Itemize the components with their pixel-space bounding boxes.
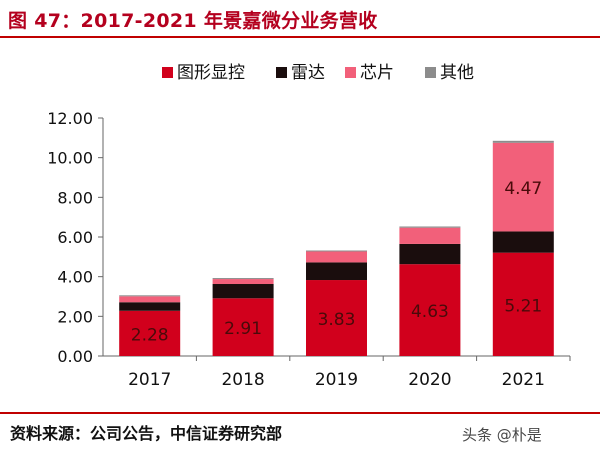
bar-segment: [492, 140, 554, 143]
x-axis-labels: 2017 2018 2019 2020 2021: [128, 356, 571, 390]
bar-segment: [119, 302, 181, 311]
legend-label: 图形显控: [177, 63, 245, 83]
legend-swatch: [276, 67, 287, 78]
bar-segment: [212, 279, 274, 285]
data-label: 5.21: [504, 296, 542, 316]
data-label: 4.63: [411, 302, 449, 322]
source-note: 资料来源：公司公告，中信证券研究部: [10, 424, 283, 443]
y-tick-label: 4.00: [57, 268, 93, 287]
bar-segment: [306, 251, 367, 263]
bar-segment: [399, 226, 461, 228]
bar-segment: [119, 295, 181, 297]
data-label: 3.83: [318, 310, 356, 330]
x-tick-label: 2017: [128, 370, 171, 390]
data-label: 2.91: [224, 319, 262, 339]
bar-segment: [212, 284, 274, 299]
y-axis: 0.00 2.00 4.00 6.00 8.00 10.00 12.00: [47, 109, 570, 366]
bar-segment: [492, 231, 554, 253]
y-tick-label: 10.00: [47, 149, 93, 168]
legend-swatch: [345, 67, 356, 78]
bar-segment: [399, 243, 461, 265]
bars: 2.28 2.91 3.83 4.63 5.21 4.47: [119, 140, 554, 356]
y-tick-label: 6.00: [57, 228, 93, 247]
x-tick-label: 2021: [502, 370, 545, 390]
bar-segment: [492, 142, 554, 232]
legend-label: 雷达: [291, 63, 325, 83]
legend: 图形显控 雷达 芯片 其他: [162, 63, 474, 83]
bar-segment: [212, 298, 274, 356]
data-label: 4.47: [504, 179, 542, 199]
watermark: 头条 @朴是: [462, 426, 542, 444]
legend-swatch: [425, 67, 436, 78]
data-label: 2.28: [131, 325, 169, 345]
legend-label: 芯片: [360, 63, 394, 83]
bar-segment: [119, 296, 181, 303]
bar-segment: [399, 227, 461, 244]
title-divider: [0, 36, 600, 38]
bar-segment: [492, 252, 554, 356]
legend-label: 其他: [440, 63, 474, 83]
bar-segment: [119, 310, 181, 356]
x-tick-label: 2020: [408, 370, 451, 390]
y-tick-label: 2.00: [57, 307, 93, 326]
stacked-bar-chart: 图形显控 雷达 芯片 其他 0.00 2.00 4.00 6.00 8.00 10.00 12.0…: [47, 63, 571, 390]
bar-segment: [399, 264, 461, 356]
y-tick-label: 8.00: [57, 188, 93, 207]
bar-segment: [306, 250, 367, 252]
bar-segment: [306, 262, 367, 281]
y-tick-label: 0.00: [57, 347, 93, 366]
x-tick-label: 2018: [221, 370, 264, 390]
y-tick-label: 12.00: [47, 109, 93, 128]
chart-title: 图 47：2017-2021 年景嘉微分业务营收: [8, 10, 378, 32]
bar-segment: [306, 280, 367, 356]
x-tick-label: 2019: [315, 370, 358, 390]
source-divider: [0, 412, 600, 414]
legend-swatch: [162, 67, 173, 78]
bar-segment: [212, 278, 274, 280]
